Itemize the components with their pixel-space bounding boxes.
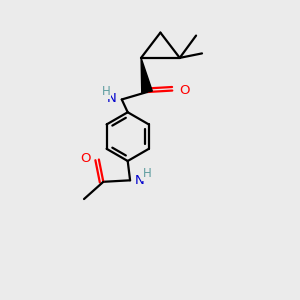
Text: O: O [80,152,91,164]
Polygon shape [141,58,152,93]
Text: O: O [180,84,190,97]
Text: H: H [143,167,152,180]
Text: N: N [107,92,117,105]
Text: N: N [134,174,144,187]
Text: H: H [102,85,111,98]
